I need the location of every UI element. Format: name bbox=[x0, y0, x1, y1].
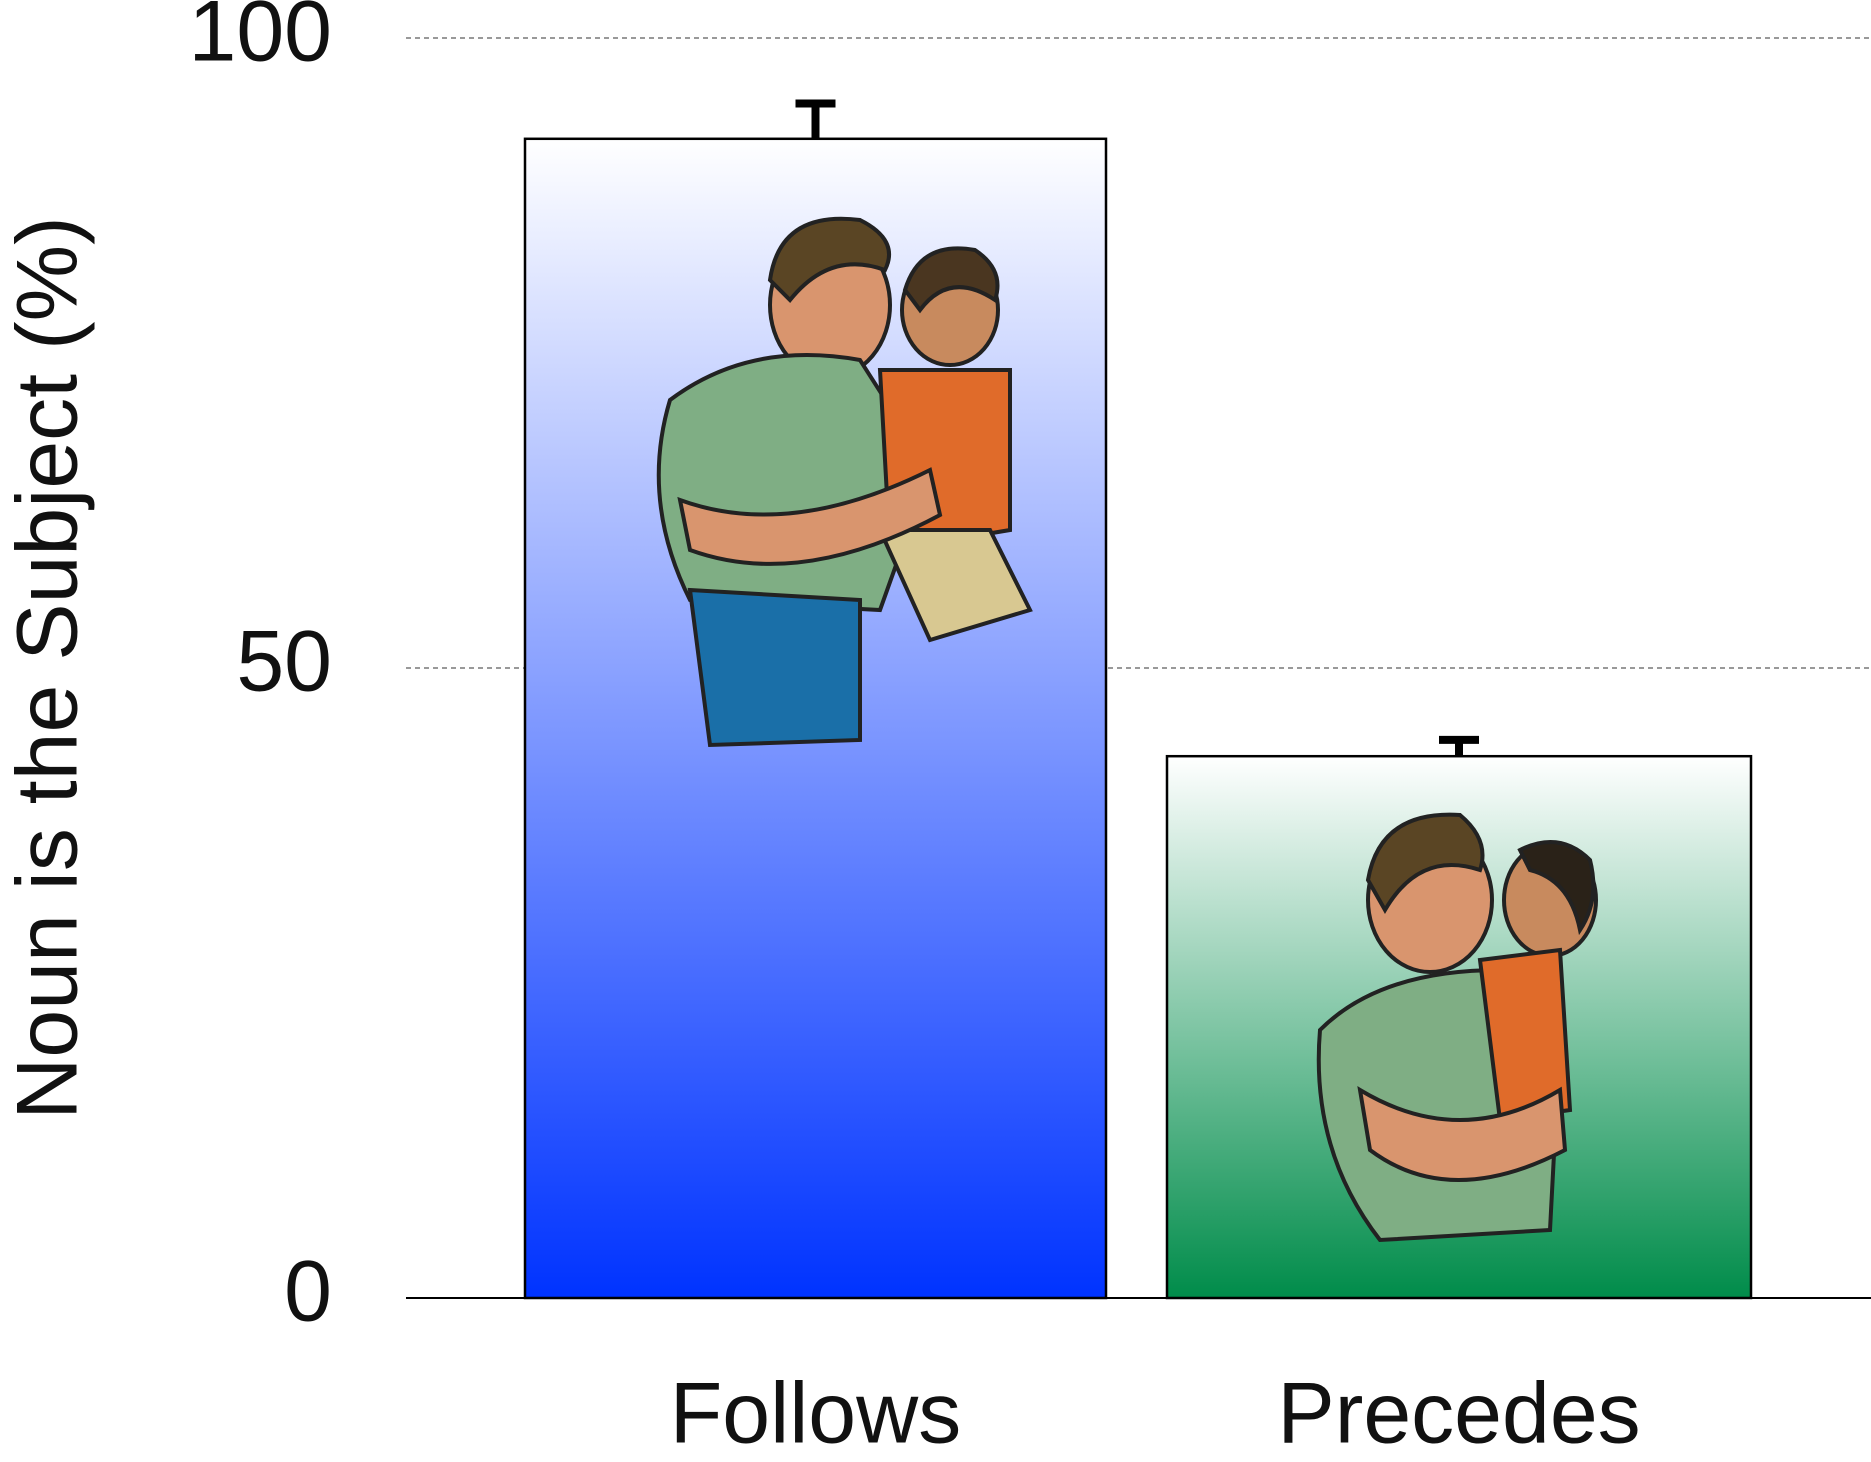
y-axis-label: Noun is the Subject (%) bbox=[0, 216, 96, 1119]
y-tick-label: 50 bbox=[236, 614, 332, 710]
error-bar bbox=[795, 99, 836, 139]
y-tick-label: 0 bbox=[284, 1244, 332, 1340]
illustration-follows bbox=[656, 216, 1033, 748]
axes: 0 50 100 Follows Precedes bbox=[189, 0, 1871, 1462]
x-tick-label: Follows bbox=[670, 1366, 962, 1462]
illustrations bbox=[656, 216, 1598, 1243]
y-tick-label: 100 bbox=[189, 0, 333, 80]
error-bar bbox=[1439, 735, 1479, 757]
illustration-precedes bbox=[1316, 812, 1598, 1243]
x-tick-label: Precedes bbox=[1277, 1366, 1640, 1462]
